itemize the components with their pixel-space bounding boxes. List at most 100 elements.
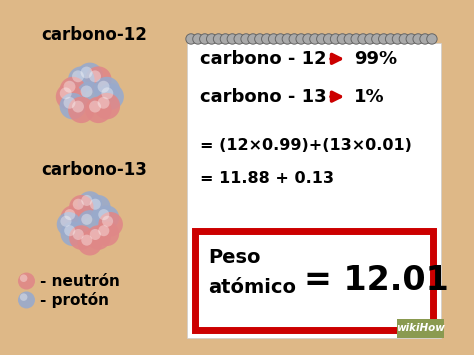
Text: = 12.01: = 12.01 <box>303 264 448 297</box>
FancyBboxPatch shape <box>397 319 445 338</box>
Circle shape <box>289 34 300 44</box>
Circle shape <box>379 34 389 44</box>
Circle shape <box>282 34 292 44</box>
Circle shape <box>94 77 120 103</box>
Circle shape <box>61 206 85 230</box>
Circle shape <box>89 100 101 113</box>
Circle shape <box>18 273 35 290</box>
Text: = 11.88 + 0.13: = 11.88 + 0.13 <box>201 171 335 186</box>
Circle shape <box>68 66 95 93</box>
Circle shape <box>248 34 258 44</box>
Circle shape <box>78 191 102 216</box>
Circle shape <box>365 34 375 44</box>
Circle shape <box>20 293 27 301</box>
Circle shape <box>77 82 103 108</box>
Circle shape <box>98 97 109 109</box>
Circle shape <box>200 34 210 44</box>
Text: atómico: atómico <box>208 278 296 297</box>
Circle shape <box>95 206 119 230</box>
Circle shape <box>262 34 272 44</box>
Text: carbono-12: carbono-12 <box>42 26 147 44</box>
Circle shape <box>234 34 245 44</box>
Circle shape <box>60 216 72 227</box>
Circle shape <box>81 86 92 97</box>
Circle shape <box>330 34 341 44</box>
Circle shape <box>86 225 110 250</box>
Circle shape <box>337 34 347 44</box>
Circle shape <box>57 212 82 236</box>
Text: carbono-13: carbono-13 <box>42 162 147 179</box>
Circle shape <box>241 34 251 44</box>
Circle shape <box>94 93 120 119</box>
Circle shape <box>90 199 101 210</box>
Circle shape <box>90 229 101 240</box>
Circle shape <box>61 222 85 246</box>
Circle shape <box>323 34 334 44</box>
Circle shape <box>399 34 410 44</box>
Circle shape <box>406 34 417 44</box>
Circle shape <box>310 34 320 44</box>
Circle shape <box>60 87 72 99</box>
Circle shape <box>18 291 35 308</box>
Text: - protón: - protón <box>40 292 109 308</box>
Circle shape <box>20 274 27 282</box>
Circle shape <box>101 87 113 99</box>
Circle shape <box>420 34 430 44</box>
Circle shape <box>220 34 231 44</box>
Circle shape <box>207 34 217 44</box>
Circle shape <box>86 195 110 220</box>
Circle shape <box>97 83 124 110</box>
Circle shape <box>95 222 119 246</box>
Circle shape <box>98 81 109 93</box>
Circle shape <box>98 225 109 236</box>
Circle shape <box>81 195 92 206</box>
Circle shape <box>392 34 403 44</box>
Circle shape <box>56 83 82 110</box>
Circle shape <box>268 34 279 44</box>
Circle shape <box>317 34 327 44</box>
Circle shape <box>351 34 361 44</box>
Circle shape <box>358 34 368 44</box>
Circle shape <box>85 66 111 93</box>
Circle shape <box>68 97 95 123</box>
Circle shape <box>85 97 111 123</box>
Text: 99%: 99% <box>354 50 397 68</box>
Circle shape <box>193 34 203 44</box>
Circle shape <box>385 34 396 44</box>
Circle shape <box>64 97 75 109</box>
Circle shape <box>255 34 265 44</box>
Circle shape <box>227 34 237 44</box>
FancyBboxPatch shape <box>187 43 441 338</box>
Circle shape <box>81 214 92 225</box>
Circle shape <box>64 225 75 236</box>
Text: carbono - 12: carbono - 12 <box>201 50 327 68</box>
Circle shape <box>81 67 92 78</box>
Circle shape <box>77 62 103 89</box>
Circle shape <box>98 212 123 236</box>
Circle shape <box>64 81 75 93</box>
Text: carbono - 13: carbono - 13 <box>201 88 327 106</box>
Text: wikiHow: wikiHow <box>396 323 445 333</box>
Circle shape <box>64 209 75 220</box>
Text: Peso: Peso <box>208 248 261 267</box>
Text: 1%: 1% <box>354 88 384 106</box>
Circle shape <box>73 229 84 240</box>
Circle shape <box>72 100 84 113</box>
Circle shape <box>60 93 86 119</box>
Circle shape <box>60 77 86 103</box>
FancyBboxPatch shape <box>195 231 433 330</box>
Circle shape <box>372 34 382 44</box>
Circle shape <box>186 34 196 44</box>
Circle shape <box>102 216 113 227</box>
Circle shape <box>73 199 84 210</box>
Circle shape <box>89 70 101 82</box>
Circle shape <box>427 34 437 44</box>
Circle shape <box>78 231 102 256</box>
Circle shape <box>72 70 84 82</box>
Text: - neutrón: - neutrón <box>40 274 119 289</box>
Circle shape <box>296 34 306 44</box>
Circle shape <box>69 225 94 250</box>
Circle shape <box>413 34 423 44</box>
Circle shape <box>344 34 355 44</box>
Circle shape <box>81 235 92 246</box>
